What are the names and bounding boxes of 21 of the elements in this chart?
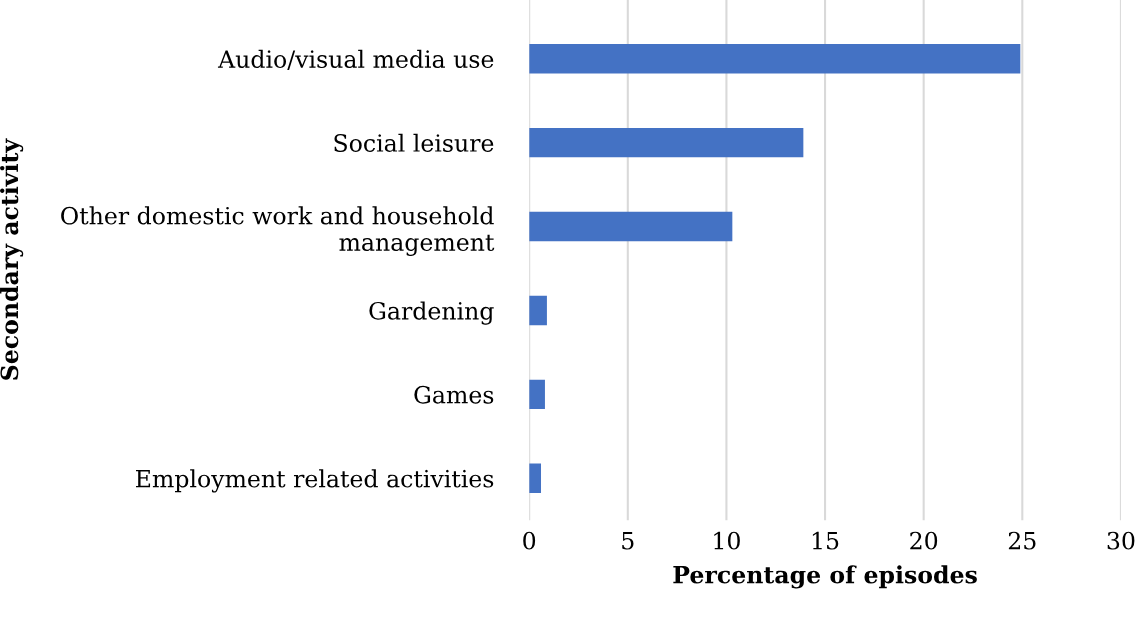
x-tick-label: 10	[714, 531, 740, 550]
bar	[529, 211, 733, 242]
y-tick-label: Gardening	[369, 301, 494, 325]
bar	[529, 44, 1021, 74]
x-tick-label: 5	[622, 532, 634, 550]
y-tick-label: Employment related activities	[136, 469, 494, 493]
y-tick-label: Social leisure	[334, 133, 494, 152]
x-tick-label: 30	[1107, 531, 1135, 550]
x-tick-label: 25	[1008, 531, 1036, 550]
x-tick-label: 0	[523, 531, 536, 550]
bar	[529, 379, 545, 410]
bar	[529, 295, 547, 326]
y-tick-label: Other domestic work and household management	[61, 206, 495, 256]
x-axis-title: Percentage of episodes	[673, 565, 977, 589]
y-tick-label: Games	[414, 385, 494, 404]
bar	[529, 127, 804, 158]
x-tick-label: 15	[812, 531, 839, 550]
bar	[529, 463, 542, 493]
x-tick-label: 20	[910, 531, 938, 550]
y-tick-label: Audio/visual media use	[217, 49, 494, 70]
y-axis-title: Secondary activity	[0, 138, 24, 380]
